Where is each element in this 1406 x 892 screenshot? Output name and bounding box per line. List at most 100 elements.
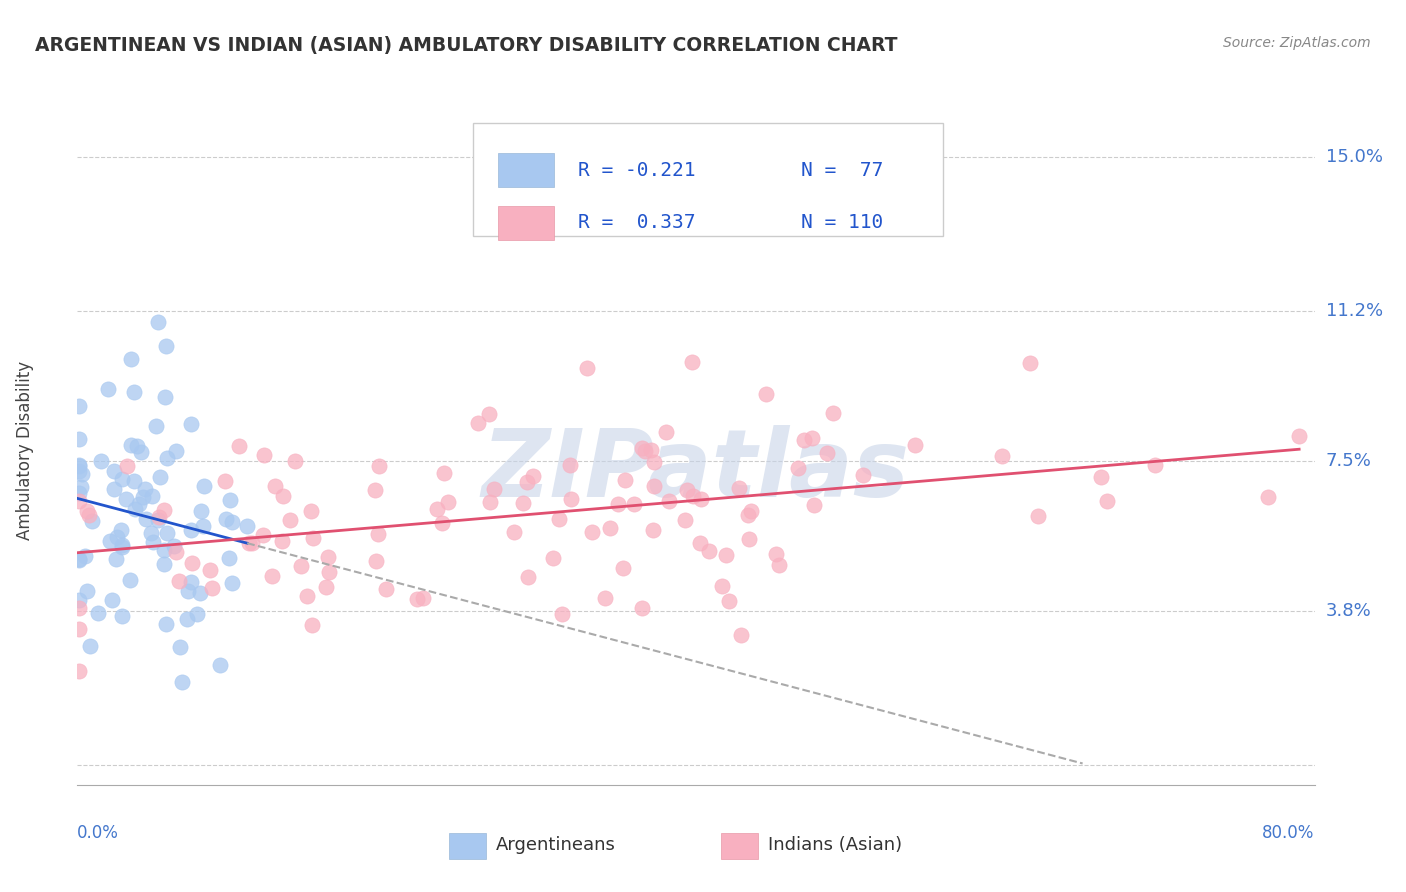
Point [155,339,177,353]
Point [214,474,236,488]
Point [111,472,134,486]
Point [101,592,124,607]
Point [186,607,208,621]
Point [221,515,243,529]
Point [728,481,751,495]
Point [221,575,243,590]
Point [209,657,232,672]
Point [98,533,121,548]
Point [67,399,90,413]
Point [614,473,637,487]
Point [1257,491,1279,505]
Text: 15.0%: 15.0% [1326,147,1382,166]
Point [299,503,322,517]
Point [803,498,825,512]
Point [673,513,696,527]
Point [177,584,200,599]
Point [142,535,165,549]
Point [82,514,104,528]
Point [111,608,134,623]
Point [67,486,90,500]
Point [107,530,129,544]
Point [129,444,152,458]
Point [263,479,285,493]
Point [149,470,172,484]
Point [122,385,145,400]
Point [821,406,844,420]
Text: ARGENTINEAN VS INDIAN (ASIAN) AMBULATORY DISABILITY CORRELATION CHART: ARGENTINEAN VS INDIAN (ASIAN) AMBULATORY… [35,36,897,54]
Point [560,492,582,507]
Point [156,525,179,540]
Point [69,480,91,494]
Point [253,448,276,462]
Point [148,509,170,524]
Point [110,538,132,552]
Point [479,495,502,509]
Point [90,454,112,468]
Point [181,557,204,571]
Point [124,501,146,516]
Text: 80.0%: 80.0% [1263,824,1315,842]
Point [367,527,389,541]
Point [77,508,100,523]
Point [612,561,634,575]
Point [623,497,645,511]
Point [153,390,176,404]
Point [426,501,449,516]
Point [70,467,93,481]
Point [180,417,202,432]
Point [176,612,198,626]
Point [551,607,574,621]
Point [547,511,569,525]
Point [128,497,150,511]
Point [318,550,340,565]
Text: Argentineans: Argentineans [495,836,616,855]
Point [110,523,132,537]
Point [599,520,621,534]
Point [200,563,222,577]
Point [67,592,90,607]
Point [169,640,191,654]
Point [437,495,460,509]
Point [120,574,142,588]
FancyBboxPatch shape [498,153,554,187]
Point [364,554,387,568]
Point [180,523,202,537]
Point [148,315,170,329]
Point [76,504,98,518]
Text: N =  77: N = 77 [801,161,883,180]
Point [412,591,434,606]
Point [67,622,90,636]
Point [689,536,711,550]
Point [737,508,759,522]
Point [364,483,387,498]
Point [643,479,665,493]
Point [252,528,274,542]
Point [655,425,678,439]
Point [260,569,283,583]
Point [73,549,96,563]
Point [541,551,564,566]
Point [503,524,526,539]
Point [467,416,489,430]
Point [710,579,733,593]
Point [163,539,186,553]
Text: 0.0%: 0.0% [77,824,120,842]
Point [430,516,453,530]
Text: 11.2%: 11.2% [1326,301,1384,319]
Text: 3.8%: 3.8% [1326,601,1371,620]
Point [132,491,155,505]
Point [165,545,187,559]
Point [271,533,294,548]
Point [755,386,778,401]
Point [576,361,599,376]
Point [643,455,665,469]
Point [793,433,815,447]
Point [738,532,761,546]
Text: N = 110: N = 110 [801,213,883,232]
Point [67,494,90,508]
Point [167,574,190,588]
Point [375,582,398,597]
Point [180,574,202,589]
Point [201,581,224,595]
